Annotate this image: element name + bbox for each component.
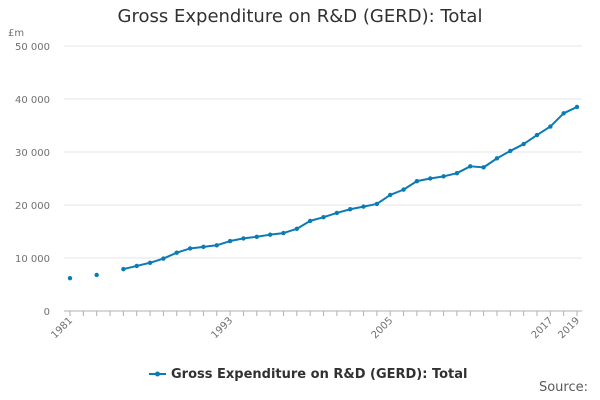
- y-tick-label: 40 000: [15, 95, 50, 106]
- data-point: [254, 234, 259, 239]
- data-point: [241, 236, 246, 241]
- data-point: [281, 230, 286, 236]
- x-axis: 1981 1993 2005 2017 2019: [49, 310, 582, 341]
- data-point: [147, 260, 153, 265]
- data-point: [174, 250, 179, 255]
- data-point: [561, 111, 566, 116]
- y-tick-label: 0: [44, 307, 50, 318]
- chart-title: Gross Expenditure on R&D (GERD): Total: [117, 6, 483, 27]
- y-tick-label: 50 000: [15, 42, 50, 53]
- gridlines: [64, 45, 582, 259]
- x-tick-label: 1981: [49, 315, 75, 341]
- data-point: [481, 165, 486, 170]
- x-tick-label: 2005: [370, 315, 396, 341]
- y-axis-unit-label: £m: [8, 28, 24, 39]
- source-label: Source:: [538, 380, 588, 395]
- data-point: [361, 204, 366, 209]
- data-point: [574, 104, 580, 110]
- data-point: [94, 272, 99, 278]
- data-point: [307, 218, 313, 224]
- data-point: [227, 238, 233, 244]
- data-point: [441, 174, 446, 179]
- data-point: [294, 226, 300, 232]
- y-tick-label: 30 000: [15, 148, 50, 159]
- data-point: [134, 263, 139, 269]
- data-point: [388, 192, 393, 198]
- data-point: [521, 141, 526, 147]
- x-tick-label: 2017: [530, 315, 556, 341]
- data-point: [121, 266, 126, 272]
- data-point: [187, 246, 193, 251]
- data-point: [454, 171, 460, 176]
- x-tick-label: 1993: [209, 315, 235, 341]
- data-point: [321, 214, 326, 220]
- data-point: [508, 148, 513, 154]
- data-point: [534, 132, 540, 138]
- data-point: [267, 232, 273, 237]
- data-point: [468, 164, 473, 169]
- data-point: [67, 275, 73, 281]
- data-point: [428, 176, 433, 181]
- legend-label[interactable]: Gross Expenditure on R&D (GERD): Total: [171, 367, 468, 382]
- y-axis-ticks: 0 10 000 20 000 30 000 40 000 50 000: [15, 42, 50, 318]
- data-point: [548, 124, 553, 129]
- legend[interactable]: Gross Expenditure on R&D (GERD): Total: [149, 367, 468, 382]
- data-point: [201, 244, 206, 250]
- data-point: [401, 187, 406, 192]
- data-point: [161, 256, 166, 261]
- y-tick-label: 20 000: [15, 201, 50, 212]
- y-tick-label: 10 000: [15, 254, 50, 265]
- data-point: [414, 178, 420, 184]
- series-group: [67, 104, 580, 281]
- series-line: [123, 106, 578, 271]
- legend-marker-icon: [155, 371, 160, 377]
- data-point: [374, 201, 380, 207]
- x-tick-label: 2019: [556, 315, 582, 341]
- data-point: [214, 243, 219, 248]
- data-point: [334, 210, 340, 216]
- data-point: [494, 156, 500, 161]
- data-point: [347, 207, 353, 212]
